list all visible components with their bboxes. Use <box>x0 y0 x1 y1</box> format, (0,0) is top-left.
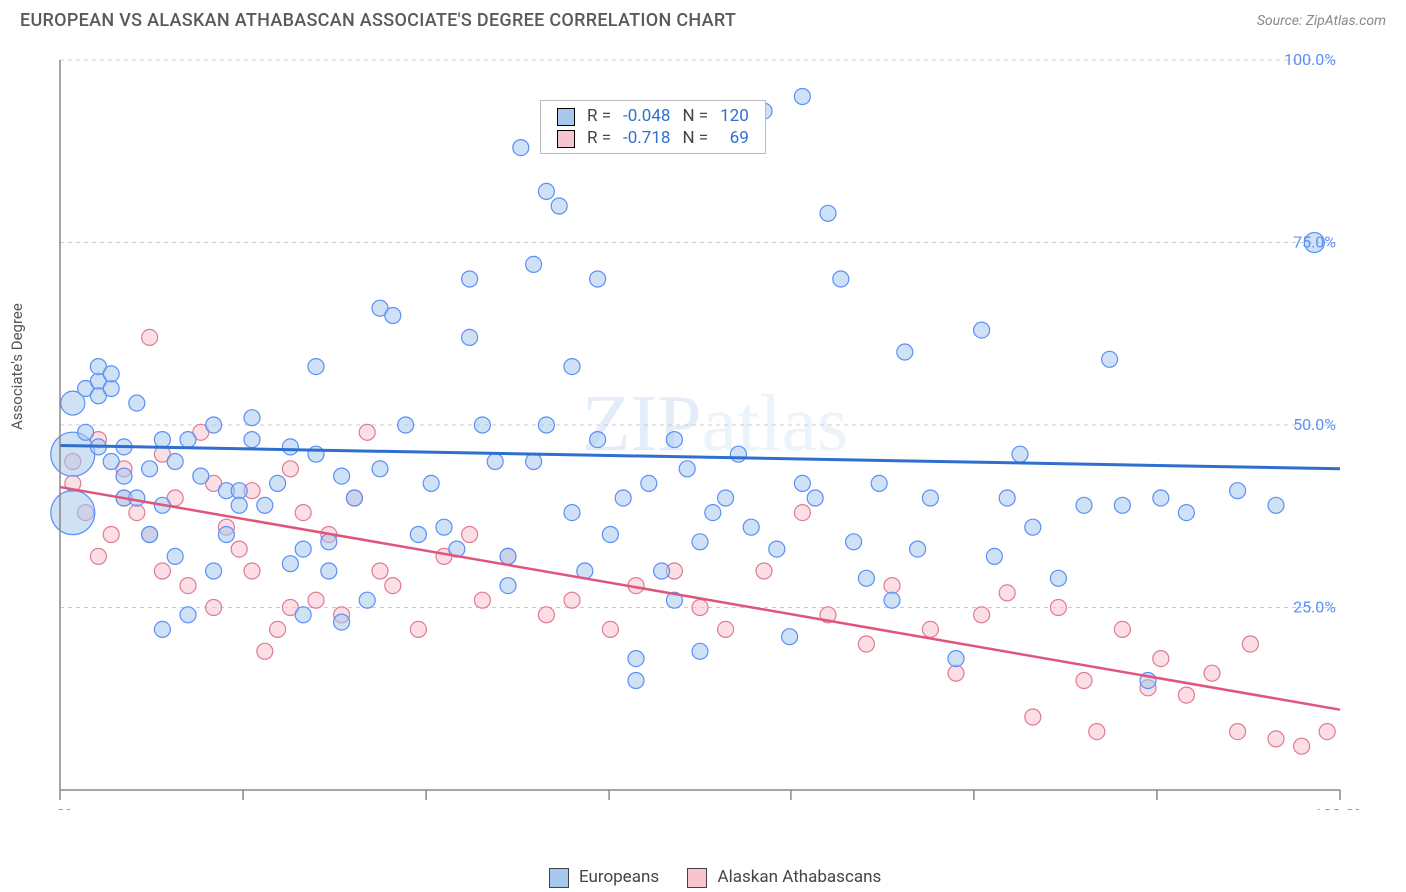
legend-label-europeans: Europeans <box>579 867 659 887</box>
legend-row-blue: R = -0.048 N = 120 <box>551 105 755 127</box>
swatch-blue-icon <box>557 108 575 126</box>
legend-row-pink: R = -0.718 N = 69 <box>551 127 755 149</box>
swatch-blue-icon <box>549 868 569 888</box>
legend-n-label: N = <box>676 127 714 149</box>
svg-text:100.0%: 100.0% <box>1314 805 1366 810</box>
legend-r-label: R = <box>581 105 617 127</box>
legend-blue-r: -0.048 <box>617 105 676 127</box>
chart-title: EUROPEAN VS ALASKAN ATHABASCAN ASSOCIATE… <box>20 10 736 31</box>
source-attribution: Source: ZipAtlas.com <box>1257 13 1386 29</box>
swatch-pink-icon <box>557 130 575 148</box>
legend-label-athabascans: Alaskan Athabascans <box>718 867 882 887</box>
scatter-chart: ZIPatlas 25.0%50.0%75.0%100.0%0.0%100.0% <box>50 50 1380 810</box>
legend-r-label: R = <box>581 127 617 149</box>
series-legend: Europeans Alaskan Athabascans <box>0 867 1406 888</box>
svg-text:25.0%: 25.0% <box>1293 598 1336 617</box>
svg-text:0.0%: 0.0% <box>50 805 77 810</box>
svg-text:100.0%: 100.0% <box>1284 50 1336 69</box>
svg-text:75.0%: 75.0% <box>1293 233 1336 252</box>
y-axis-label: Associate's Degree <box>8 303 26 430</box>
svg-text:50.0%: 50.0% <box>1293 415 1336 434</box>
legend-pink-r: -0.718 <box>617 127 676 149</box>
plot-area: ZIPatlas 25.0%50.0%75.0%100.0%0.0%100.0%… <box>50 50 1380 810</box>
legend-pink-n: 69 <box>714 127 755 149</box>
swatch-pink-icon <box>687 868 707 888</box>
legend-blue-n: 120 <box>714 105 755 127</box>
correlation-legend: R = -0.048 N = 120 R = -0.718 N = 69 <box>540 100 766 154</box>
legend-n-label: N = <box>676 105 714 127</box>
